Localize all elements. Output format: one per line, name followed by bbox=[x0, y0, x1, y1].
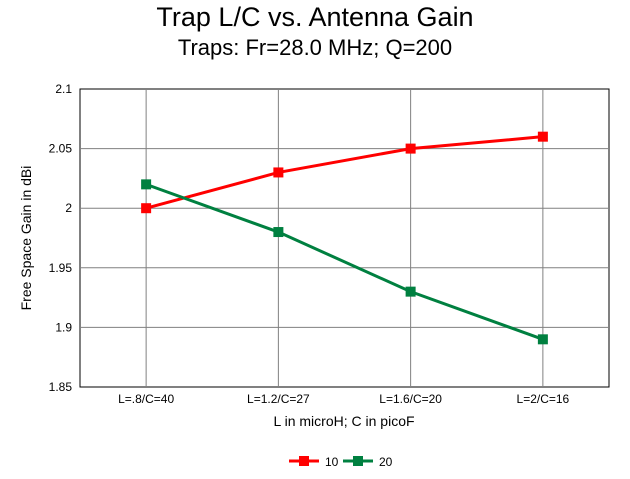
legend-label-10: 10 bbox=[325, 455, 339, 469]
series-line-10 bbox=[145, 135, 544, 210]
y-tick-label: 1.85 bbox=[49, 380, 73, 394]
data-point-20 bbox=[405, 286, 416, 297]
x-tick-label: L=.8/C=40 bbox=[118, 392, 174, 406]
x-axis-ticks: L=.8/C=40 L=1.2/C=27 L=1.6/C=20 L=2/C=16 bbox=[118, 392, 569, 406]
x-tick-label: L=1.6/C=20 bbox=[379, 392, 442, 406]
x-tick-label: L=1.2/C=27 bbox=[247, 392, 310, 406]
data-point-20 bbox=[273, 227, 284, 238]
legend-marker-10 bbox=[299, 456, 309, 466]
data-point-10 bbox=[273, 167, 284, 178]
plot-area bbox=[79, 88, 610, 388]
y-axis-label: Free Space Gain in dBi bbox=[18, 166, 34, 311]
series-line-20 bbox=[145, 182, 544, 341]
legend-marker-20 bbox=[353, 456, 363, 466]
y-tick-label: 1.95 bbox=[49, 261, 73, 275]
y-tick-label: 2.1 bbox=[55, 82, 72, 96]
data-point-10 bbox=[141, 203, 152, 214]
chart-title: Trap L/C vs. Antenna Gain bbox=[156, 2, 474, 32]
data-point-10 bbox=[537, 131, 548, 142]
series-lines bbox=[141, 131, 548, 345]
data-point-20 bbox=[537, 334, 548, 345]
x-axis-label: L in microH; C in picoF bbox=[273, 413, 414, 429]
y-axis-ticks: 1.85 1.9 1.95 2 2.05 2.1 bbox=[49, 82, 73, 394]
x-tick-label: L=2/C=16 bbox=[517, 392, 570, 406]
legend-label-20: 20 bbox=[379, 455, 393, 469]
data-point-10 bbox=[405, 143, 416, 154]
legend: 10 20 bbox=[289, 455, 393, 469]
chart-subtitle: Traps: Fr=28.0 MHz; Q=200 bbox=[177, 35, 453, 60]
y-tick-label: 2 bbox=[65, 201, 72, 215]
data-point-20 bbox=[141, 179, 152, 190]
y-tick-label: 2.05 bbox=[49, 142, 73, 156]
y-tick-label: 1.9 bbox=[55, 320, 72, 334]
